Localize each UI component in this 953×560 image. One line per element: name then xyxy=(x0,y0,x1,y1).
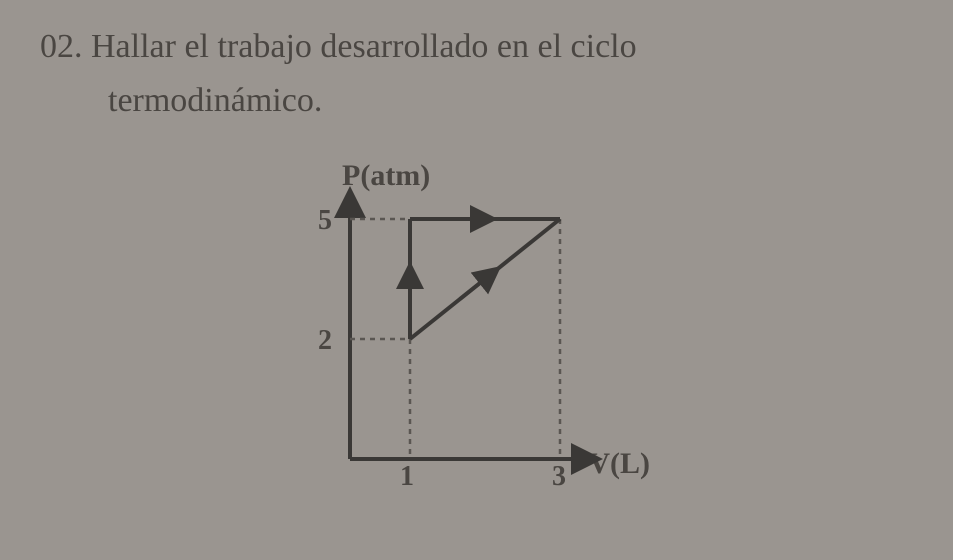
problem-text: 02. Hallar el trabajo desarrollado en el… xyxy=(40,20,913,129)
problem-line2: termodinámico. xyxy=(108,82,322,119)
arrow-diagonal xyxy=(460,271,495,299)
page: 02. Hallar el trabajo desarrollado en el… xyxy=(0,0,953,519)
problem-line1: Hallar el trabajo desarrollado en el cic… xyxy=(91,28,637,65)
pv-chart: P(atm) V(L) 5 2 1 3 xyxy=(260,159,660,499)
problem-number: 02. xyxy=(40,28,83,65)
chart-svg xyxy=(260,159,660,499)
